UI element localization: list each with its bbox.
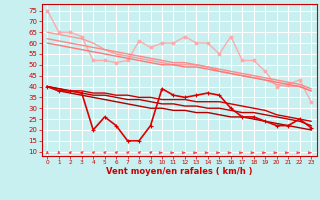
X-axis label: Vent moyen/en rafales ( km/h ): Vent moyen/en rafales ( km/h ) — [106, 167, 252, 176]
